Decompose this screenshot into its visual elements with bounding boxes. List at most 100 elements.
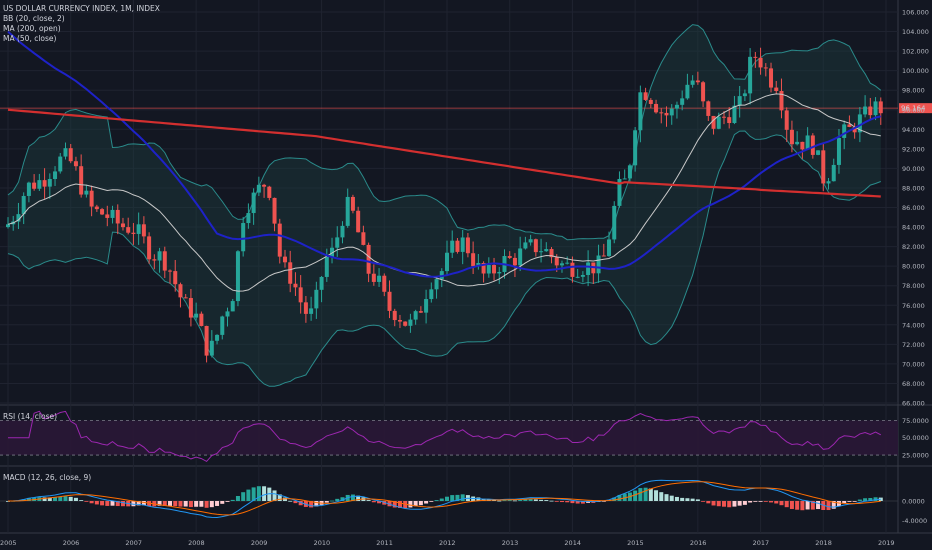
candle-body [492,265,497,274]
macd-hist-bar [857,499,862,501]
y-tick-label: 72.000 [902,341,925,349]
y-tick-label: 84.000 [902,224,925,232]
macd-hist-bar [115,501,120,507]
macd-hist-bar [246,489,251,501]
candle-body [800,141,805,150]
macd-hist-bar [826,501,831,511]
candle-body [392,310,397,321]
candle-body [878,101,883,114]
candle-body [596,255,601,274]
macd-hist-bar [638,488,643,501]
y-tick-label: 106.000 [902,9,929,17]
macd-hist-bar [450,495,455,501]
candle-body [330,247,335,257]
candle-body [42,180,47,187]
candle-body [716,116,721,129]
candle-body [84,190,89,195]
candle-body [460,237,465,252]
macd-hist-bar [314,501,319,507]
candle-body [168,270,173,272]
candle-body [601,255,606,257]
candle-body [204,325,209,356]
candle-body [73,161,78,167]
candle-body [335,237,340,248]
macd-hist-bar [528,498,533,501]
candle-body [377,275,382,282]
macd-hist-bar [241,492,246,501]
macd-hist-bar [178,501,183,507]
macd-hist-bar [633,490,638,501]
macd-hist-bar [53,497,58,501]
candle-body [241,223,246,252]
macd-hist-bar [340,497,345,501]
price-tag-label: 96.164 [901,105,926,113]
candle-body [256,184,261,193]
macd-hist-bar [643,487,648,501]
candle-body [79,166,84,195]
candle-body [141,224,146,237]
macd-hist-bar [330,500,335,502]
candle-body [539,251,544,253]
macd-hist-bar [774,501,779,504]
candle-body [612,205,617,240]
candle-body [246,213,251,224]
candle-body [669,108,674,116]
macd-hist-bar [73,497,78,501]
candle-body [303,302,308,314]
candle-body [262,184,267,187]
macd-hist-bar [439,498,444,501]
macd-hist-bar [622,493,627,501]
x-tick-label: 2015 [627,539,644,547]
macd-hist-bar [842,501,847,504]
macd-hist-bar [199,501,204,507]
macd-hist-bar [183,501,188,507]
candle-body [105,214,110,218]
candle-body [654,103,659,113]
macd-tick-label: 0.0000 [902,498,925,506]
x-tick-label: 2005 [0,539,17,547]
candle-body [580,275,585,277]
candle-body [157,251,162,261]
y-tick-label: 96.000 [902,106,925,114]
bb-upper-line [7,24,882,241]
x-tick-label: 2013 [502,539,519,547]
candle-body [382,275,387,292]
macd-hist-bar [136,501,141,506]
macd-hist-bar [277,494,282,501]
macd-hist-bar [434,500,439,501]
candle-body [194,313,199,318]
candle-body [732,105,737,124]
candle-body [727,117,732,124]
macd-hist-bar [685,498,690,501]
macd-hist-bar [110,501,115,506]
candle-body [586,262,591,276]
candle-body [836,137,841,165]
x-tick-label: 2014 [564,539,581,547]
macd-hist-bar [847,501,852,502]
candle-body [857,114,862,133]
macd-hist-bar [377,501,382,504]
macd-hist-bar [309,501,314,508]
candle-body [32,182,37,189]
candle-body [497,271,502,274]
macd-hist-bar [79,500,84,501]
candle-body [774,87,779,92]
candle-body [643,92,648,100]
candle-body [26,182,31,196]
indicator-ma200: MA (200, open) [3,24,61,33]
macd-hist-bar [47,497,52,501]
x-tick-label: 2010 [314,539,331,547]
candle-body [37,180,42,189]
candle-body [842,124,847,138]
macd-hist-bar [215,501,220,506]
candle-body [847,124,852,127]
macd-hist-bar [188,501,193,508]
macd-hist-bar [100,501,105,506]
macd-hist-bar [539,499,544,501]
candle-body [512,257,517,266]
candle-body [371,273,376,282]
candle-body [387,291,392,311]
macd-hist-bar [429,501,434,502]
macd-hist-bar [769,501,774,503]
